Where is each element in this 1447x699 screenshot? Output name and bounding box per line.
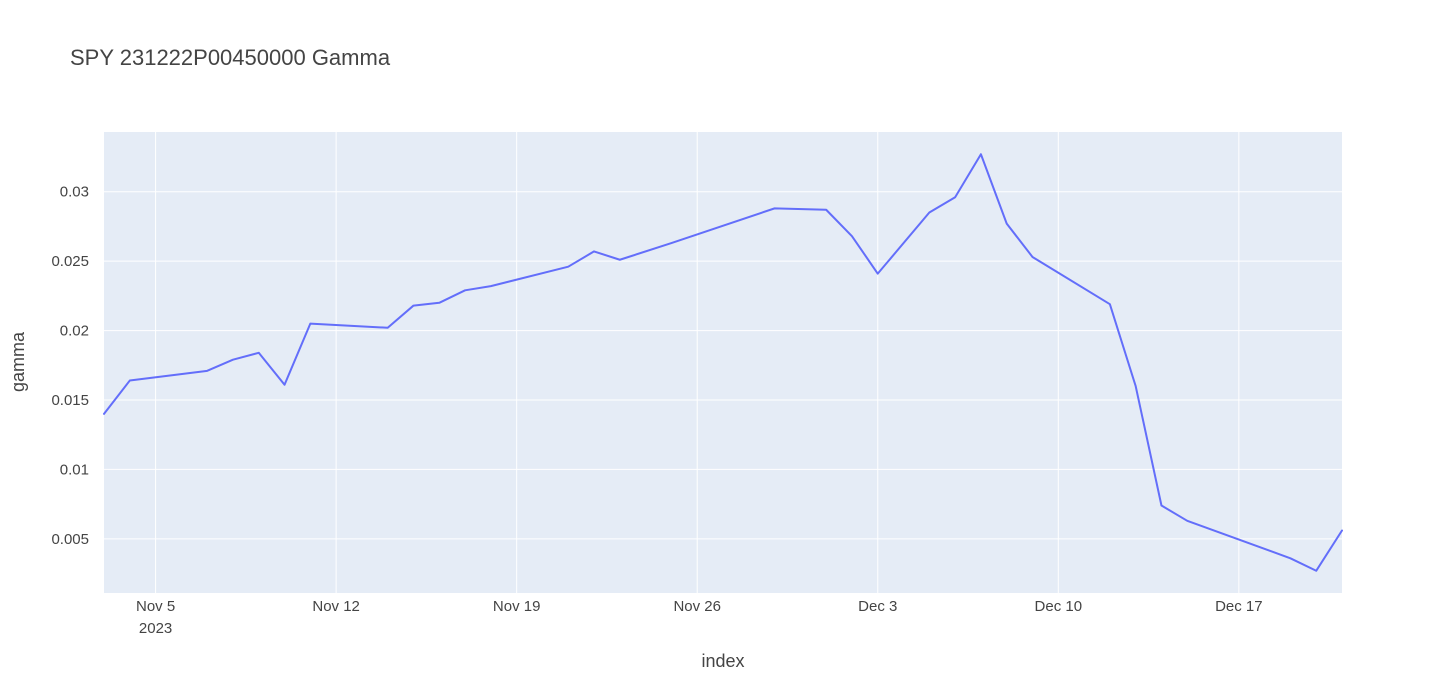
data-point[interactable] bbox=[1310, 565, 1322, 577]
x-tick-label: Nov 12 bbox=[312, 598, 360, 615]
data-point[interactable] bbox=[1181, 515, 1193, 527]
data-point[interactable] bbox=[98, 408, 110, 420]
data-point[interactable] bbox=[949, 191, 961, 203]
data-point[interactable] bbox=[433, 297, 445, 309]
data-point[interactable] bbox=[279, 379, 291, 391]
x-tick-label: Dec 3 bbox=[858, 598, 897, 615]
data-point[interactable] bbox=[820, 204, 832, 216]
y-tick-labels: 0.005 0.01 0.015 0.02 0.025 0.03 bbox=[51, 184, 89, 548]
data-point[interactable] bbox=[201, 365, 213, 377]
data-point[interactable] bbox=[304, 318, 316, 330]
data-series bbox=[98, 148, 1348, 577]
data-point[interactable] bbox=[1104, 298, 1116, 310]
x-axis-title: index bbox=[701, 651, 744, 671]
data-point[interactable] bbox=[459, 284, 471, 296]
data-point[interactable] bbox=[1155, 500, 1167, 512]
data-point[interactable] bbox=[665, 237, 677, 249]
grid-lines bbox=[104, 132, 1342, 593]
data-point[interactable] bbox=[485, 280, 497, 292]
data-point[interactable] bbox=[1027, 251, 1039, 263]
x-tick-label: Dec 10 bbox=[1035, 598, 1083, 615]
data-point[interactable] bbox=[975, 148, 987, 160]
data-point[interactable] bbox=[1001, 218, 1013, 230]
data-point[interactable] bbox=[1130, 380, 1142, 392]
y-tick-label: 0.025 bbox=[51, 253, 89, 270]
y-tick-label: 0.03 bbox=[60, 184, 89, 201]
x-tick-sublabel: 2023 bbox=[139, 620, 172, 637]
series-line bbox=[103, 153, 1343, 572]
data-point[interactable] bbox=[872, 268, 884, 280]
y-tick-label: 0.015 bbox=[51, 392, 89, 409]
data-point[interactable] bbox=[382, 322, 394, 334]
data-point[interactable] bbox=[562, 261, 574, 273]
y-tick-label: 0.005 bbox=[51, 531, 89, 548]
y-axis-title: gamma bbox=[8, 331, 28, 392]
data-point[interactable] bbox=[1336, 525, 1348, 537]
x-tick-label: Dec 17 bbox=[1215, 598, 1263, 615]
data-point[interactable] bbox=[846, 230, 858, 242]
data-point[interactable] bbox=[227, 354, 239, 366]
data-point[interactable] bbox=[124, 375, 136, 387]
data-point[interactable] bbox=[1284, 552, 1296, 564]
y-tick-label: 0.01 bbox=[60, 461, 89, 478]
x-tick-label: Nov 19 bbox=[493, 598, 541, 615]
y-tick-label: 0.02 bbox=[60, 323, 89, 340]
data-point[interactable] bbox=[408, 300, 420, 312]
data-point[interactable] bbox=[614, 254, 626, 266]
x-tick-label: Nov 26 bbox=[673, 598, 721, 615]
chart-title: SPY 231222P00450000 Gamma bbox=[70, 45, 391, 70]
data-point[interactable] bbox=[769, 202, 781, 214]
x-tick-labels: Nov 5 2023 Nov 12 Nov 19 Nov 26 Dec 3 Dec 10 De… bbox=[136, 598, 1263, 637]
data-point[interactable] bbox=[588, 245, 600, 257]
data-point[interactable] bbox=[923, 207, 935, 219]
x-tick-label: Nov 5 bbox=[136, 598, 175, 615]
data-point[interactable] bbox=[253, 347, 265, 359]
plot-background bbox=[104, 132, 1342, 593]
